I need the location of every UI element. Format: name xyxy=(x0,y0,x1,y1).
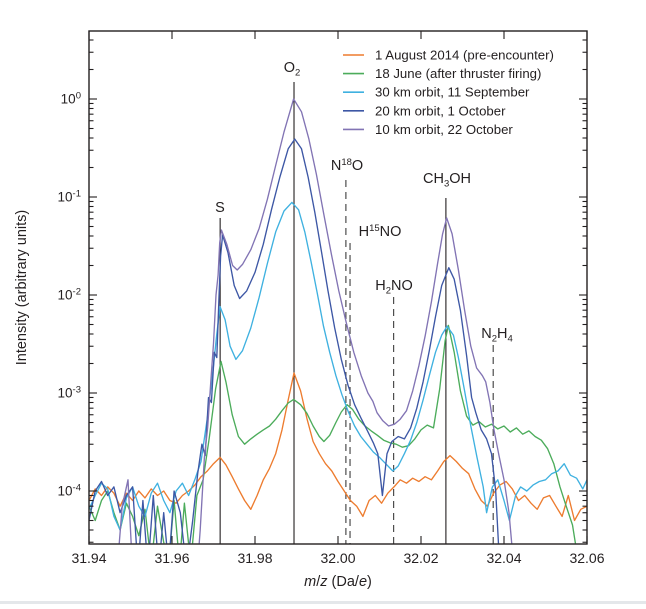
svg-text:10-4: 10-4 xyxy=(58,483,81,499)
svg-text:10-2: 10-2 xyxy=(58,287,81,303)
legend-label-1: 18 June (after thruster firing) xyxy=(375,66,541,81)
legend-label-0: 1 August 2014 (pre-encounter) xyxy=(375,48,554,63)
svg-text:CH3OH: CH3OH xyxy=(423,171,471,190)
svg-text:Intensity (arbitrary units): Intensity (arbitrary units) xyxy=(14,210,30,366)
svg-text:31.94: 31.94 xyxy=(71,550,106,566)
svg-text:m/z (Da/e): m/z (Da/e) xyxy=(304,574,372,590)
svg-text:31.98: 31.98 xyxy=(237,550,272,566)
legend-label-4: 10 km orbit, 22 October xyxy=(375,122,513,137)
series-line-0 xyxy=(89,372,587,522)
svg-text:32.04: 32.04 xyxy=(486,550,521,566)
svg-text:S: S xyxy=(215,200,225,216)
svg-text:10-3: 10-3 xyxy=(58,385,81,401)
svg-text:100: 100 xyxy=(61,91,81,107)
plot-border xyxy=(88,30,588,545)
svg-text:N18O: N18O xyxy=(331,157,363,174)
legend-label-3: 20 km orbit, 1 October xyxy=(375,103,506,118)
legend-label-2: 30 km orbit, 11 September xyxy=(375,85,530,100)
page-edge-divider xyxy=(0,601,646,604)
svg-text:N2H4: N2H4 xyxy=(481,326,513,345)
series-line-3 xyxy=(89,138,500,544)
svg-text:H15NO: H15NO xyxy=(359,223,402,240)
svg-text:32.00: 32.00 xyxy=(320,550,355,566)
svg-text:10-1: 10-1 xyxy=(58,189,81,205)
svg-text:32.02: 32.02 xyxy=(403,550,438,566)
series-line-4 xyxy=(118,98,513,544)
svg-text:O2: O2 xyxy=(284,60,301,79)
svg-text:32.06: 32.06 xyxy=(569,550,604,566)
svg-text:31.96: 31.96 xyxy=(154,550,189,566)
svg-text:H2NO: H2NO xyxy=(375,278,413,297)
